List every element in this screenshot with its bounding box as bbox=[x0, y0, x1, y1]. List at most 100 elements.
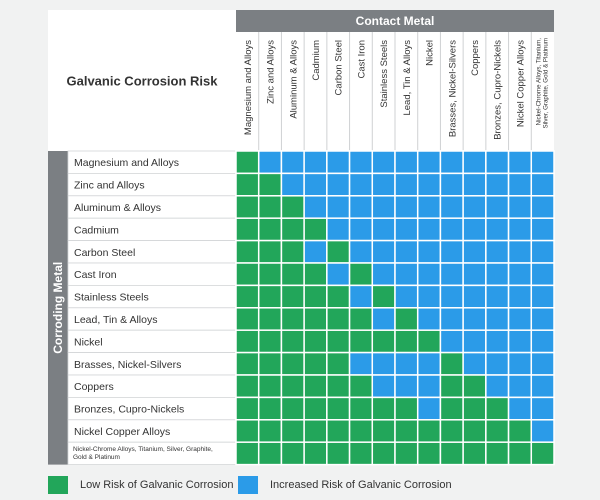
heatmap-cell bbox=[348, 195, 374, 219]
heatmap-cell bbox=[326, 396, 351, 421]
heatmap-cell bbox=[439, 351, 464, 376]
legend-increased: Increased Risk of Galvanic Corrosion bbox=[238, 474, 452, 496]
heatmap-cell bbox=[507, 396, 533, 421]
heatmap-cell bbox=[371, 284, 396, 309]
heatmap-cell bbox=[485, 172, 510, 197]
column-label: Zinc and Alloys bbox=[266, 40, 277, 104]
column-label: Nickel bbox=[425, 40, 436, 66]
heatmap-cell bbox=[280, 150, 305, 175]
heatmap-cell bbox=[303, 262, 328, 287]
heatmap-cell bbox=[280, 307, 305, 331]
column-label: Brasses, Nickel-Silvers bbox=[447, 40, 458, 137]
heatmap-cell bbox=[416, 351, 442, 376]
legend-low-label: Low Risk of Galvanic Corrosion bbox=[80, 479, 234, 491]
heatmap-cell bbox=[257, 172, 283, 197]
row-label: Brasses, Nickel-Silvers bbox=[74, 359, 181, 371]
column-label: Stainless Steels bbox=[379, 40, 390, 108]
heatmap-cell bbox=[394, 217, 419, 242]
heatmap-cell bbox=[303, 441, 328, 466]
heatmap-cell bbox=[507, 262, 533, 287]
heatmap-cell bbox=[280, 419, 305, 443]
heatmap-cell bbox=[303, 351, 328, 376]
heatmap-cell bbox=[326, 150, 351, 175]
heatmap-cell bbox=[439, 374, 464, 399]
heatmap-cell bbox=[462, 284, 487, 309]
legend-low: Low Risk of Galvanic Corrosion bbox=[48, 474, 233, 496]
heatmap-cell bbox=[348, 262, 374, 287]
heatmap-cell bbox=[280, 217, 305, 242]
heatmap-cell bbox=[394, 150, 419, 175]
heatmap-cell bbox=[462, 172, 487, 197]
heatmap-cell bbox=[416, 150, 442, 175]
heatmap-cell bbox=[416, 195, 442, 219]
heatmap-cell bbox=[507, 441, 533, 466]
column-label: Coppers bbox=[470, 40, 481, 76]
title-panel bbox=[48, 10, 236, 151]
heatmap-cell bbox=[485, 441, 510, 466]
heatmap-cell bbox=[507, 284, 533, 309]
heatmap-cell bbox=[439, 217, 464, 242]
heatmap-cell bbox=[235, 195, 260, 219]
heatmap-cell bbox=[371, 195, 396, 219]
heatmap-cell bbox=[257, 374, 283, 399]
heatmap-cell bbox=[257, 239, 283, 264]
heatmap-cell bbox=[235, 396, 260, 421]
heatmap-cell bbox=[439, 307, 464, 331]
heatmap-cell bbox=[530, 239, 555, 264]
heatmap-cell bbox=[485, 419, 510, 443]
heatmap-cell bbox=[235, 239, 260, 264]
heatmap-cell bbox=[462, 195, 487, 219]
heatmap-cell bbox=[235, 374, 260, 399]
heatmap-cell bbox=[303, 329, 328, 354]
column-label: Aluminum & Alloys bbox=[288, 40, 299, 119]
heatmap-cell bbox=[394, 396, 419, 421]
heatmap-cell bbox=[371, 329, 396, 354]
heatmap-cell bbox=[303, 239, 328, 264]
heatmap-cell bbox=[348, 374, 374, 399]
row-label: Aluminum & Alloys bbox=[74, 202, 161, 214]
column-group-header bbox=[236, 10, 554, 32]
heatmap-cell bbox=[371, 150, 396, 175]
heatmap-cell bbox=[280, 441, 305, 466]
heatmap-cell bbox=[530, 284, 555, 309]
row-label: Cadmium bbox=[74, 224, 119, 236]
heatmap-cell bbox=[348, 419, 374, 443]
heatmap-cell bbox=[257, 195, 283, 219]
heatmap-cell bbox=[326, 351, 351, 376]
heatmap-cell bbox=[257, 396, 283, 421]
heatmap-cell bbox=[280, 374, 305, 399]
column-label: Cadmium bbox=[311, 40, 322, 81]
heatmap-cell bbox=[257, 150, 283, 175]
row-label: Nickel bbox=[74, 336, 103, 348]
heatmap-cell bbox=[280, 262, 305, 287]
heatmap-cell bbox=[235, 307, 260, 331]
column-label: Carbon Steel bbox=[334, 40, 345, 95]
heatmap-cell bbox=[303, 374, 328, 399]
heatmap-cell bbox=[416, 262, 442, 287]
heatmap-cell bbox=[235, 172, 260, 197]
row-label: Nickel Copper Alloys bbox=[74, 426, 170, 438]
heatmap-cell bbox=[530, 441, 555, 466]
heatmap-cell bbox=[326, 329, 351, 354]
heatmap-cell bbox=[507, 329, 533, 354]
column-group-label: Contact Metal bbox=[356, 14, 435, 28]
column-label: Nickel-Chrome Alloys, Titanium,Silver, G… bbox=[536, 38, 550, 129]
heatmap-cell bbox=[462, 262, 487, 287]
legend-increased-label: Increased Risk of Galvanic Corrosion bbox=[270, 479, 452, 491]
heatmap-cell bbox=[235, 284, 260, 309]
heatmap-cell bbox=[257, 284, 283, 309]
heatmap-cell bbox=[416, 172, 442, 197]
heatmap-cell bbox=[507, 419, 533, 443]
heatmap-cell bbox=[485, 262, 510, 287]
row-label: Stainless Steels bbox=[74, 292, 149, 304]
heatmap-cell bbox=[348, 396, 374, 421]
heatmap-cell bbox=[485, 329, 510, 354]
heatmap-cell bbox=[280, 284, 305, 309]
row-label: Nickel-Chrome Alloys, Titanium, Silver, … bbox=[73, 446, 213, 461]
heatmap-cell bbox=[485, 307, 510, 331]
heatmap-cell bbox=[416, 441, 442, 466]
heatmap-cell bbox=[485, 217, 510, 242]
heatmap-cell bbox=[303, 284, 328, 309]
heatmap-cell bbox=[235, 351, 260, 376]
column-label: Nickel Copper Alloys bbox=[515, 40, 526, 127]
